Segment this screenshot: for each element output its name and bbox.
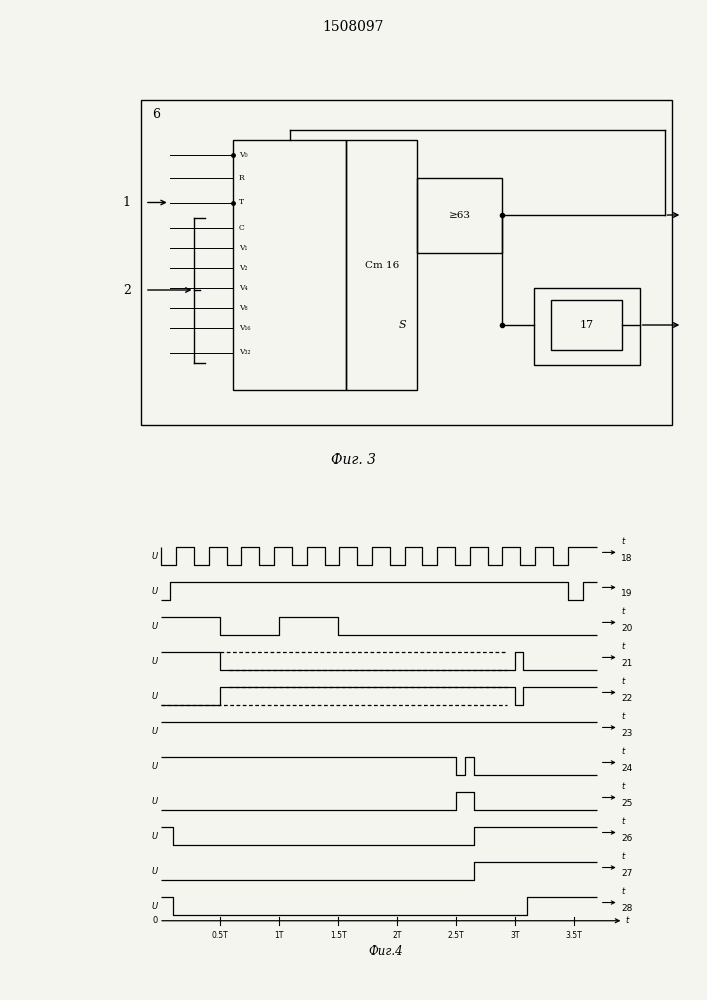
Text: 3.5T: 3.5T	[566, 931, 583, 940]
Text: Фиг. 3: Фиг. 3	[331, 453, 376, 467]
Text: U: U	[152, 552, 158, 561]
Text: U: U	[152, 832, 158, 841]
Text: Cm 16: Cm 16	[365, 260, 399, 269]
Text: 26: 26	[621, 834, 632, 843]
Bar	[233, 140, 346, 390]
Text: 21: 21	[621, 659, 632, 668]
Text: 1: 1	[123, 196, 131, 209]
Text: U: U	[152, 867, 158, 876]
Text: V₄: V₄	[239, 284, 247, 292]
Text: t: t	[621, 712, 624, 721]
Text: 28: 28	[621, 904, 632, 913]
Text: 0.5T: 0.5T	[212, 931, 229, 940]
Bar	[417, 178, 502, 252]
Text: V₈: V₈	[239, 304, 247, 312]
Text: 2T: 2T	[392, 931, 402, 940]
Text: 1508097: 1508097	[323, 20, 384, 34]
Text: U: U	[152, 762, 158, 771]
Text: t: t	[621, 747, 624, 756]
Text: U: U	[152, 902, 158, 911]
Text: Фиг.4: Фиг.4	[368, 945, 402, 958]
Text: 1T: 1T	[274, 931, 284, 940]
Text: t: t	[621, 642, 624, 651]
Text: V₁: V₁	[239, 243, 247, 251]
Bar	[346, 140, 417, 390]
Bar	[141, 100, 672, 425]
Text: U: U	[152, 797, 158, 806]
Text: 2: 2	[123, 284, 131, 296]
Text: 25: 25	[621, 799, 632, 808]
Text: U: U	[152, 622, 158, 631]
Text: U: U	[152, 657, 158, 666]
Text: 19: 19	[621, 589, 633, 598]
Text: V₀: V₀	[239, 151, 247, 159]
Text: 17: 17	[580, 320, 594, 330]
Text: R: R	[239, 174, 245, 182]
Text: 1.5T: 1.5T	[330, 931, 346, 940]
Text: t: t	[621, 817, 624, 826]
Text: t: t	[621, 677, 624, 686]
Text: T: T	[239, 198, 244, 207]
Text: 23: 23	[621, 729, 632, 738]
Bar	[534, 288, 640, 365]
Text: 22: 22	[621, 694, 632, 703]
Text: V₁₆: V₁₆	[239, 324, 250, 332]
Text: t: t	[621, 852, 624, 861]
Text: 6: 6	[152, 107, 160, 120]
Text: 2.5T: 2.5T	[448, 931, 464, 940]
Text: 18: 18	[621, 554, 633, 563]
Text: t: t	[621, 782, 624, 791]
Text: t: t	[626, 916, 629, 925]
Text: ≥63: ≥63	[448, 211, 471, 220]
Text: U: U	[152, 727, 158, 736]
Text: S: S	[399, 320, 407, 330]
Text: U: U	[152, 587, 158, 596]
Text: V₂: V₂	[239, 263, 247, 271]
Text: V₃₂: V₃₂	[239, 349, 250, 357]
Text: t: t	[621, 887, 624, 896]
Text: 0: 0	[153, 916, 158, 925]
Text: t: t	[621, 537, 624, 546]
Text: 24: 24	[621, 764, 632, 773]
Text: 20: 20	[621, 624, 632, 633]
Text: 27: 27	[621, 869, 632, 878]
Text: 3T: 3T	[510, 931, 520, 940]
Text: C: C	[239, 224, 245, 232]
Bar	[551, 300, 622, 350]
Text: U: U	[152, 692, 158, 701]
Text: t: t	[621, 607, 624, 616]
